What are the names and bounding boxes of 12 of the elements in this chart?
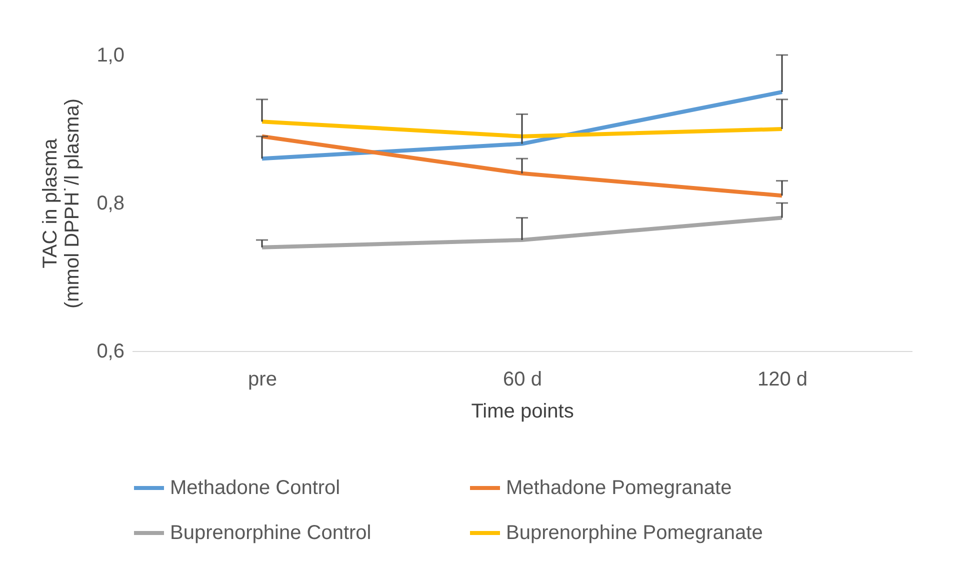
x-tick-label: pre — [248, 368, 277, 390]
y-tick-label: 1,0 — [96, 44, 124, 66]
y-tick-label: 0,6 — [96, 340, 124, 362]
y-axis-title: TAC in plasma (mmol DPPH˙/l plasma) — [40, 98, 84, 309]
x-tick-label: 60 d — [503, 368, 542, 390]
x-axis-title: Time points — [471, 400, 574, 422]
legend-label: Methadone Control — [170, 477, 340, 499]
y-tick-label: 0,8 — [96, 192, 124, 214]
legend-label: Buprenorphine Pomegranate — [506, 522, 763, 544]
x-tick-label: 120 d — [757, 368, 808, 390]
legend-label: Buprenorphine Control — [170, 522, 372, 544]
legend-label: Methadone Pomegranate — [506, 477, 732, 499]
